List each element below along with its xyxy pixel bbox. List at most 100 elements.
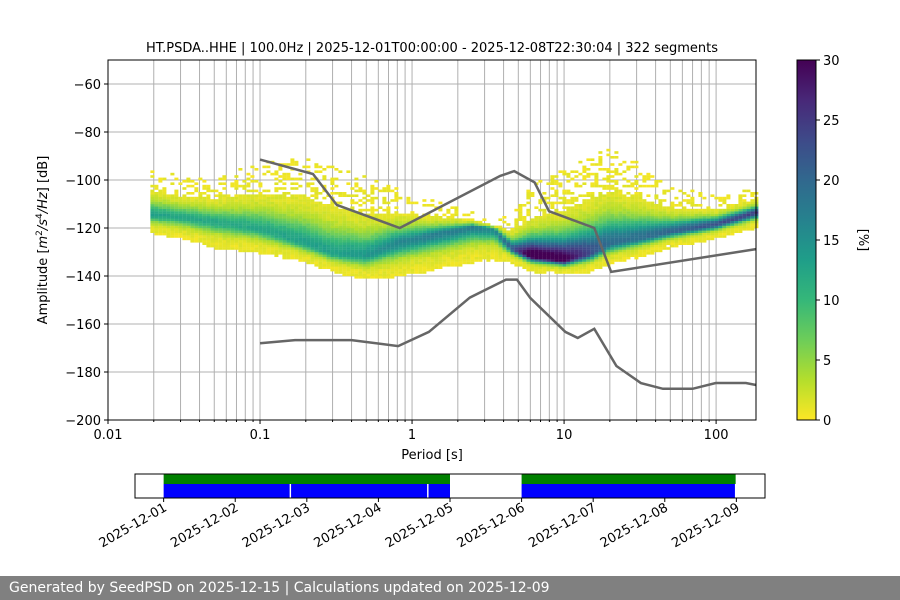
density-cell bbox=[590, 228, 595, 231]
density-cell bbox=[278, 213, 283, 217]
density-cell bbox=[618, 201, 623, 205]
density-cell bbox=[466, 259, 471, 262]
density-cell bbox=[326, 259, 331, 262]
density-cell bbox=[478, 247, 483, 250]
density-cell bbox=[230, 208, 235, 212]
density-cell bbox=[570, 211, 575, 214]
density-cell bbox=[314, 196, 319, 200]
density-cell bbox=[550, 240, 555, 243]
density-cell bbox=[650, 242, 655, 245]
density-cell bbox=[438, 220, 443, 224]
density-cell bbox=[610, 232, 615, 236]
density-cell bbox=[618, 204, 623, 207]
density-cell bbox=[266, 247, 271, 250]
density-cell bbox=[346, 268, 351, 272]
density-cell bbox=[602, 206, 607, 209]
density-cell bbox=[270, 208, 275, 212]
density-cell bbox=[662, 218, 667, 221]
density-cell bbox=[562, 225, 567, 229]
density-cell bbox=[282, 247, 287, 250]
density-cell bbox=[282, 177, 287, 181]
density-cell bbox=[618, 244, 623, 248]
density-cell bbox=[170, 235, 175, 238]
density-cell bbox=[638, 244, 643, 248]
density-cell bbox=[518, 225, 523, 229]
density-cell bbox=[730, 213, 735, 217]
density-cell bbox=[214, 204, 219, 207]
density-cell bbox=[318, 252, 323, 255]
density-cell bbox=[310, 237, 315, 241]
density-cell bbox=[518, 244, 523, 248]
density-cell bbox=[498, 244, 503, 248]
density-cell bbox=[530, 230, 535, 233]
density-cell bbox=[598, 158, 603, 161]
density-cell bbox=[738, 199, 743, 202]
density-cell bbox=[370, 271, 375, 274]
density-cell bbox=[650, 249, 655, 253]
density-cell bbox=[466, 249, 471, 253]
density-cell bbox=[338, 254, 343, 257]
density-cell bbox=[302, 206, 307, 209]
density-cell bbox=[326, 216, 331, 219]
density-cell bbox=[282, 235, 287, 238]
density-cell bbox=[250, 194, 255, 197]
density-cell bbox=[642, 220, 647, 224]
density-cell bbox=[338, 220, 343, 224]
density-cell bbox=[302, 252, 307, 255]
density-cell bbox=[298, 240, 303, 243]
density-cell bbox=[378, 242, 383, 245]
density-cell bbox=[342, 192, 347, 195]
density-cell bbox=[586, 158, 591, 161]
density-cell bbox=[550, 249, 555, 253]
density-cell bbox=[702, 235, 707, 238]
density-cell bbox=[398, 266, 403, 269]
density-cell bbox=[602, 225, 607, 229]
density-cell bbox=[618, 211, 623, 214]
density-cell bbox=[634, 192, 639, 195]
density-cell bbox=[342, 194, 347, 197]
density-cell bbox=[322, 168, 327, 171]
density-cell bbox=[590, 163, 595, 166]
density-cell bbox=[234, 228, 239, 231]
density-cell bbox=[606, 254, 611, 257]
density-cell bbox=[706, 225, 711, 229]
density-cell bbox=[214, 237, 219, 241]
density-cell bbox=[238, 168, 243, 171]
density-cell bbox=[354, 237, 359, 241]
density-cell bbox=[402, 216, 407, 219]
density-cell bbox=[746, 228, 751, 231]
density-cell bbox=[246, 249, 251, 253]
density-cell bbox=[326, 165, 331, 169]
density-cell bbox=[162, 199, 167, 202]
density-cell bbox=[334, 242, 339, 245]
density-cell bbox=[462, 247, 467, 250]
density-cell bbox=[334, 211, 339, 214]
density-cell bbox=[442, 261, 447, 265]
density-cell bbox=[530, 266, 535, 269]
density-cell bbox=[226, 242, 231, 245]
density-cell bbox=[458, 242, 463, 245]
density-cell bbox=[638, 184, 643, 188]
density-cell bbox=[618, 235, 623, 238]
density-cell bbox=[234, 184, 239, 188]
density-cell bbox=[470, 218, 475, 221]
density-cell bbox=[566, 252, 571, 255]
density-cell bbox=[270, 223, 275, 226]
density-cell bbox=[302, 256, 307, 260]
density-cell bbox=[470, 230, 475, 233]
density-cell bbox=[462, 256, 467, 260]
density-cell bbox=[230, 240, 235, 243]
density-cell bbox=[486, 242, 491, 245]
density-cell bbox=[386, 247, 391, 250]
density-cell bbox=[718, 204, 723, 207]
density-cell bbox=[606, 220, 611, 224]
density-cell bbox=[238, 242, 243, 245]
density-cell bbox=[274, 223, 279, 226]
density-cell bbox=[742, 213, 747, 217]
density-cell bbox=[350, 218, 355, 221]
density-cell bbox=[358, 218, 363, 221]
density-cell bbox=[402, 254, 407, 257]
density-cell bbox=[574, 235, 579, 238]
density-cell bbox=[286, 199, 291, 202]
density-cell bbox=[550, 216, 555, 219]
